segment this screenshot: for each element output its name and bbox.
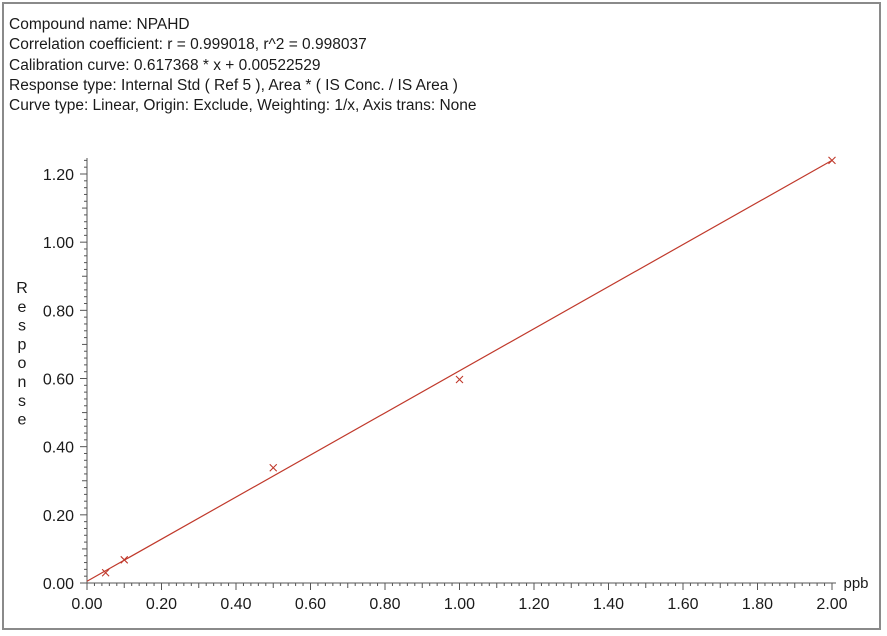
data-point-marker: [101, 568, 110, 577]
data-point-marker: [120, 555, 129, 564]
y-tick-label: 0.80: [43, 303, 74, 320]
data-point-marker: [269, 463, 278, 472]
y-axis-label-letter: p: [18, 336, 27, 353]
y-tick-label: 1.20: [43, 167, 74, 184]
y-tick-label: 0.60: [43, 372, 74, 389]
chart-frame: [2, 2, 881, 630]
compound-name: Compound name: NPAHD: [9, 16, 190, 33]
x-tick-label: 1.00: [444, 596, 475, 613]
y-tick-label: 0.00: [43, 576, 74, 593]
calibration-curve: Calibration curve: 0.617368 * x + 0.0052…: [9, 56, 321, 74]
y-axis-label-letter: o: [18, 355, 27, 372]
calibration-header: Compound name: NPAHD Correlation coeffic…: [9, 15, 477, 116]
y-axis-label-letter: e: [18, 299, 27, 316]
y-axis-label-letter: e: [18, 412, 27, 429]
data-point-marker: [828, 156, 836, 165]
correlation-coefficient: Correlation coefficient: r = 0.999018, r…: [9, 36, 367, 54]
data-point-marker: [455, 375, 464, 384]
curve-type: Curve type: Linear, Origin: Exclude, Wei…: [9, 97, 477, 115]
x-tick-label: 2.00: [816, 596, 847, 613]
x-tick-label: 1.40: [593, 596, 624, 613]
y-tick-label: 0.20: [43, 508, 74, 525]
x-tick-label: 0.20: [146, 596, 177, 613]
x-tick-label: 0.40: [220, 596, 251, 613]
calibration-fit-line: [86, 159, 833, 582]
y-axis-label-letter: s: [18, 318, 26, 335]
y-axis-label-letter: s: [18, 393, 26, 410]
x-tick-label: 0.00: [71, 596, 102, 613]
x-tick-label: 0.60: [295, 596, 326, 613]
response-type: Response type: Internal Std ( Ref 5 ), A…: [9, 76, 458, 94]
y-tick-label: 0.40: [43, 440, 74, 457]
x-tick-label: 1.80: [742, 596, 773, 613]
x-tick-label: 0.80: [369, 596, 400, 613]
x-axis-label: ppb: [843, 575, 868, 592]
y-axis-label-letter: n: [18, 374, 27, 391]
x-tick-label: 1.20: [518, 596, 549, 613]
x-tick-label: 1.60: [667, 596, 698, 613]
y-axis-label-letter: R: [16, 280, 28, 297]
y-tick-label: 1.00: [43, 235, 74, 252]
